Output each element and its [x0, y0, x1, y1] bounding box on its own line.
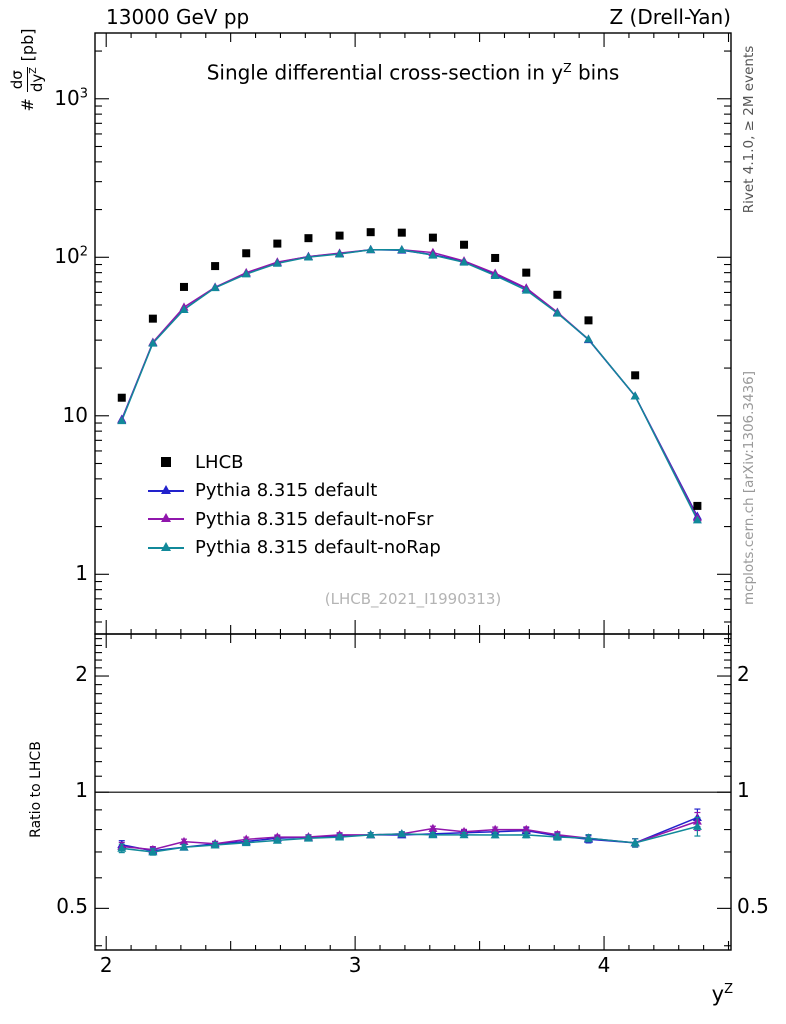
legend-label: Pythia 8.315 default-noRap [195, 537, 441, 559]
legend: LHCB Pythia 8.315 default Pythia 8.315 d… [148, 448, 441, 562]
ratio-axis-label: Ratio to LHCB [28, 741, 44, 838]
process-info: Z (Drell-Yan) [609, 5, 731, 29]
analysis-watermark: (LHCB_2021_I1990313) [324, 590, 502, 608]
data-point-square [491, 253, 500, 262]
plot-title-sup: Z [563, 60, 572, 75]
triangle-line-marker-icon [148, 483, 184, 499]
ratio-panel-frame [94, 633, 732, 951]
data-point-square [117, 393, 126, 402]
data-point-square [693, 501, 702, 510]
legend-label: Pythia 8.315 default-noFsr [195, 508, 434, 530]
data-point-square [304, 234, 313, 243]
x-axis-label-text: y [711, 982, 725, 1006]
data-point-square [553, 290, 562, 299]
triangle-line-marker-icon [148, 511, 184, 527]
data-point-square [584, 316, 593, 325]
legend-item-nofsr: Pythia 8.315 default-noFsr [148, 505, 441, 534]
fraction-denominator: dyZ [27, 67, 46, 93]
data-point-square [631, 371, 640, 380]
beam-info: 13000 GeV pp [106, 5, 250, 29]
plot-title-post: bins [571, 60, 620, 85]
triangle-line-marker-icon [148, 540, 184, 556]
y-axis-label: # dσ dyZ [pb] [8, 20, 46, 120]
fraction-denominator-text: dy [27, 73, 46, 93]
curve-main-3 [121, 248, 699, 521]
y-axis-label-fraction: dσ dyZ [8, 67, 46, 93]
axis-ticks [95, 33, 731, 950]
data-point-square [522, 268, 531, 277]
data-point-square [460, 240, 469, 249]
legend-item-norap: Pythia 8.315 default-noRap [148, 534, 441, 563]
legend-label: LHCB [195, 451, 244, 473]
data-point-square [366, 228, 375, 237]
data-point-square [428, 233, 437, 242]
data-point-square [335, 231, 344, 240]
data-point-square [211, 262, 220, 271]
legend-label: Pythia 8.315 default [195, 480, 378, 502]
square-marker-icon [148, 454, 184, 470]
x-axis-label: yZ [712, 982, 733, 1006]
y-axis-label-prefix: # [18, 98, 38, 112]
rivet-version-note: Rivet 4.1.0, ≥ 2M events [741, 45, 757, 214]
data-point-square [397, 228, 406, 237]
data-point-square [242, 249, 251, 258]
data-point-square [148, 314, 157, 323]
fraction-denominator-sup: Z [27, 67, 39, 74]
data-point-square [273, 239, 282, 248]
mcplots-note: mcplots.cern.ch [arXiv:1306.3436] [741, 370, 757, 606]
plot-title-text: Single differential cross-section in y [206, 60, 564, 85]
legend-item-default: Pythia 8.315 default [148, 477, 441, 506]
legend-item-lhcb: LHCB [148, 448, 441, 477]
main-panel-series [117, 228, 702, 524]
x-axis-label-sup: Z [724, 982, 733, 997]
y-axis-label-unit: [pb] [18, 28, 38, 62]
fraction-numerator: dσ [8, 70, 26, 90]
curve-ratio-3 [121, 825, 698, 853]
ratio-panel-series [117, 808, 702, 856]
data-point-square [179, 282, 188, 291]
plot-title: Single differential cross-section in yZ … [95, 60, 731, 85]
